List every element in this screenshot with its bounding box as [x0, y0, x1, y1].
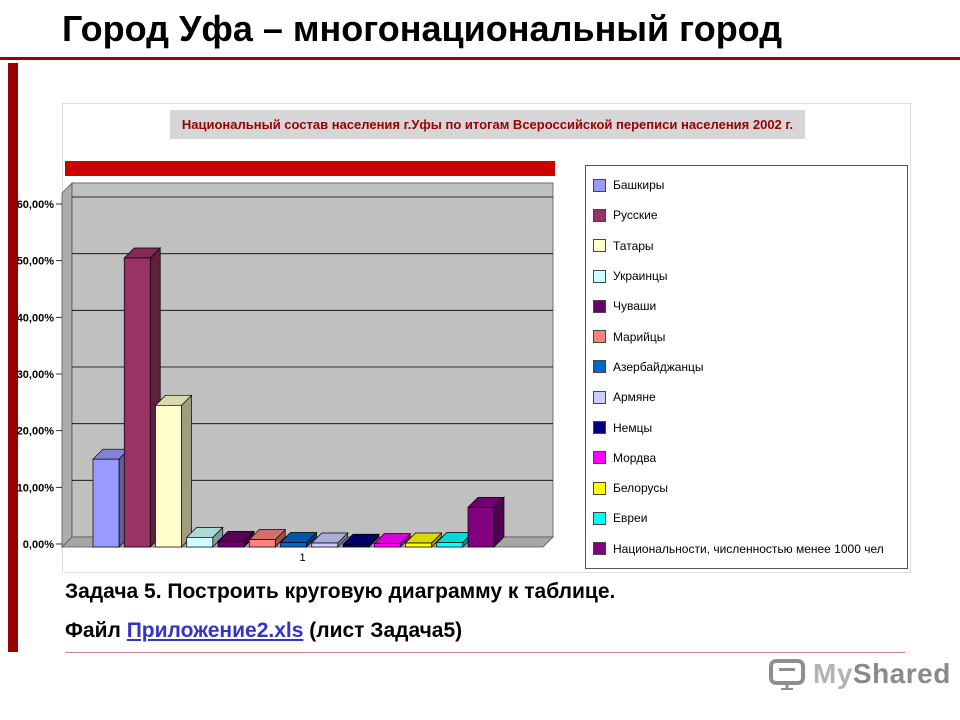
legend-label: Национальности, численностью менее 1000 … [613, 541, 884, 556]
logo-shared: Shared [852, 658, 951, 689]
file-sheet-label: (лист Задача5) [303, 619, 463, 642]
bar [342, 543, 370, 548]
bar [436, 542, 464, 548]
chart-plot-3d: 0,00% 10,00% 20,00% 30,00% 40,00% 50,00% 60,00… [17, 182, 554, 564]
legend-item: Мордва [593, 451, 900, 465]
legend-item: Армяне [593, 390, 900, 404]
legend-swatch [593, 269, 606, 283]
myshared-logo[interactable]: MyShared [768, 658, 951, 690]
projector-screen-icon [769, 659, 805, 690]
legend-item: Белорусы [593, 481, 900, 495]
legend-item: Татары [593, 239, 900, 253]
legend-swatch [593, 421, 606, 435]
legend-item: Чуваши [593, 299, 900, 313]
legend-item: Русские [593, 208, 900, 222]
logo-my: My [813, 658, 853, 689]
legend-swatch [593, 299, 606, 313]
bar [123, 257, 151, 548]
bar-side [181, 394, 192, 548]
file-label: Файл [65, 619, 127, 642]
legend-swatch [593, 330, 606, 344]
file-text: Файл Приложение2.xls (лист Задача5) [65, 619, 462, 643]
y-tick-label: 10,00% [17, 482, 55, 494]
y-tick-label: 20,00% [17, 426, 55, 438]
bar [405, 542, 432, 548]
y-tick-label: 40,00% [17, 312, 55, 324]
legend-swatch [593, 390, 606, 404]
legend-label: Немцы [613, 420, 653, 435]
bar [186, 537, 214, 548]
bar [248, 539, 276, 548]
legend-label: Азербайджанцы [613, 359, 704, 374]
legend-label: Татары [613, 238, 654, 253]
legend-label: Мордва [613, 450, 657, 465]
legend-swatch [593, 178, 606, 192]
title-divider [0, 57, 960, 60]
legend-item: Евреи [593, 511, 900, 525]
red-accent-bar [65, 161, 555, 176]
y-tick-label: 50,00% [17, 256, 55, 268]
legend-swatch [593, 481, 606, 495]
legend-item: Марийцы [593, 330, 900, 344]
legend-swatch [593, 451, 606, 465]
bar [92, 458, 120, 548]
legend-label: Армяне [613, 390, 656, 405]
bar [311, 542, 339, 548]
bar [373, 543, 401, 548]
legend-label: Евреи [613, 511, 648, 526]
legend-label: Русские [613, 208, 658, 223]
bar [467, 506, 495, 548]
legend-label: Чуваши [613, 299, 657, 314]
legend-label: Башкиры [613, 178, 665, 193]
legend-swatch [593, 208, 606, 222]
y-tick-label: 30,00% [17, 369, 55, 381]
x-category-label: 1 [299, 552, 305, 564]
legend-item: Украинцы [593, 269, 900, 283]
plot-left-wall [61, 182, 73, 548]
legend-item: Национальности, численностью менее 1000 … [593, 542, 900, 556]
logo-text: MyShared [813, 658, 951, 690]
page-title: Город Уфа – многонациональный город [62, 8, 783, 49]
bar [155, 404, 182, 548]
legend-item: Азербайджанцы [593, 360, 900, 374]
left-accent-bar [8, 63, 18, 652]
bar [217, 540, 245, 548]
chart-legend: Башкиры Русские Татары Украинцы Чуваши Марийц… [585, 165, 908, 569]
footer-divider [65, 652, 905, 653]
task-text: Задача 5. Построить круговую диаграмму к… [65, 580, 616, 603]
legend-swatch [593, 511, 606, 525]
legend-swatch [593, 360, 606, 374]
legend-item: Немцы [593, 421, 900, 435]
chart-title: Национальный состав населения г.Уфы по и… [169, 110, 806, 139]
legend-label: Белорусы [613, 481, 668, 496]
legend-item: Башкиры [593, 178, 900, 192]
file-link[interactable]: Приложение2.xls [126, 619, 304, 642]
legend-label: Украинцы [613, 269, 668, 284]
y-tick-label: 0,00% [23, 539, 54, 551]
legend-swatch [593, 239, 606, 253]
chart-title-band: Национальный состав населения г.Уфы по и… [65, 110, 910, 139]
y-tick-label: 60,00% [17, 199, 55, 211]
legend-label: Марийцы [613, 329, 666, 344]
bar [280, 542, 307, 548]
legend-swatch [593, 542, 606, 556]
